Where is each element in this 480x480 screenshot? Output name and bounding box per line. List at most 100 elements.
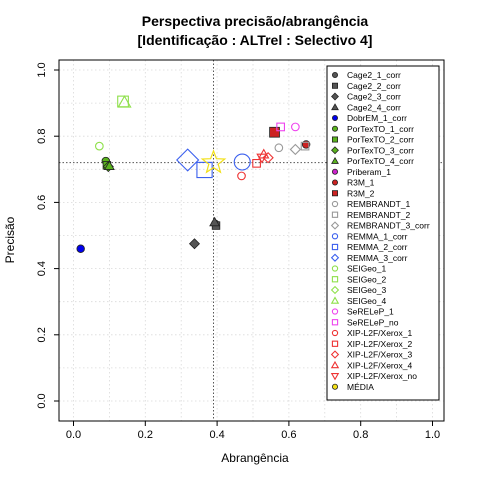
y-axis-label: Precisão — [3, 216, 17, 263]
legend-label-27: XIP-L2F/Xerox_4 — [347, 360, 412, 370]
legend-label-17: REMMA_3_corr — [347, 253, 408, 263]
data-point-4-0 — [76, 244, 85, 253]
legend-marker-9 — [331, 168, 338, 175]
data-points — [76, 95, 311, 253]
legend-marker-21 — [330, 296, 340, 304]
x-tick-label-4: 0.8 — [353, 429, 368, 441]
y-tick-label-0: 0.0 — [36, 393, 48, 408]
legend-label-21: SEIGeo_4 — [347, 296, 386, 306]
x-tick-label-3: 0.6 — [281, 429, 296, 441]
data-point-2-0 — [188, 238, 200, 250]
legend-label-3: Cage2_4_corr — [347, 102, 401, 112]
legend-marker-0 — [331, 72, 338, 79]
legend-label-16: REMMA_2_corr — [347, 242, 408, 252]
legend-marker-17 — [330, 253, 340, 262]
legend-label-10: R3M_1 — [347, 178, 375, 188]
legend-marker-8 — [331, 156, 339, 164]
legend-marker-3 — [331, 103, 339, 111]
legend-marker-10 — [331, 179, 338, 186]
data-point-22-0 — [291, 122, 300, 132]
data-point-21-0 — [117, 95, 132, 108]
data-point-14-0 — [289, 143, 302, 156]
legend-marker-7 — [331, 146, 339, 155]
legend-label-0: Cage2_1_corr — [347, 70, 401, 80]
legend-label-2: Cage2_3_corr — [347, 92, 401, 102]
legend-marker-29 — [331, 383, 338, 390]
legend-marker-24 — [331, 329, 339, 337]
legend-label-1: Cage2_2_corr — [347, 81, 401, 91]
y-tick-label-5: 1.0 — [36, 62, 48, 77]
legend-label-6: PorTexTO_2_corr — [347, 135, 414, 145]
legend-label-13: REMBRANDT_2 — [347, 210, 411, 220]
x-axis-ticks: 0.0 0.2 0.4 0.6 0.8 1.0 — [66, 421, 440, 441]
legend-marker-4 — [331, 115, 338, 122]
legend-marker-16 — [331, 243, 339, 251]
x-axis-label: Abrangência — [221, 451, 289, 465]
y-tick-label-3: 0.6 — [36, 195, 48, 210]
data-point-23-0 — [276, 122, 285, 132]
data-point-11-0 — [269, 126, 280, 138]
legend-marker-6 — [331, 136, 338, 143]
legend-label-7: PorTexTO_3_corr — [347, 145, 414, 155]
data-point-26-0 — [262, 151, 274, 164]
legend-label-29: MÉDIA — [347, 382, 374, 392]
plot-frame — [58, 59, 445, 422]
legend-marker-14 — [330, 221, 340, 230]
legend-label-5: PorTexTO_1_corr — [347, 124, 414, 134]
data-point-15-0 — [233, 153, 251, 171]
legend-label-19: SEIGeo_2 — [347, 274, 386, 284]
data-point-12-0 — [274, 143, 284, 153]
x-tick-label-5: 1.0 — [425, 429, 440, 441]
data-point-17-0 — [176, 148, 200, 172]
legend-marker-5 — [331, 125, 338, 132]
data-point-16-0 — [196, 161, 213, 179]
legend-marker-2 — [331, 92, 339, 101]
legend-marker-23 — [331, 319, 339, 326]
data-point-24-0 — [237, 171, 246, 181]
legend-marker-20 — [330, 285, 340, 295]
legend-label-4: DobrEM_1_corr — [347, 113, 407, 123]
legend-label-20: SEIGeo_3 — [347, 285, 386, 295]
x-tick-label-0: 0.0 — [66, 429, 81, 441]
legend-marker-27 — [330, 360, 340, 369]
legend-label-9: Priberam_1 — [347, 167, 391, 177]
legend-marker-11 — [331, 190, 338, 197]
legend-label-26: XIP-L2F/Xerox_3 — [347, 350, 412, 360]
legend-marker-19 — [331, 276, 339, 283]
legend-label-24: XIP-L2F/Xerox_1 — [347, 328, 412, 338]
legend-marker-28 — [330, 373, 340, 381]
y-axis-ticks: 0.0 0.2 0.4 0.6 0.8 1.0 — [36, 62, 59, 409]
legend-label-25: XIP-L2F/Xerox_2 — [347, 339, 412, 349]
legend-label-11: R3M_2 — [347, 188, 375, 198]
y-tick-label-2: 0.4 — [36, 261, 48, 276]
x-tick-label-2: 0.4 — [209, 429, 224, 441]
legend-marker-22 — [331, 308, 339, 315]
legend-label-23: SeRELeP_no — [347, 317, 399, 327]
data-point-25-0 — [252, 158, 261, 168]
y-tick-label-4: 0.8 — [36, 129, 48, 144]
x-tick-label-1: 0.2 — [138, 429, 153, 441]
legend-label-14: REMBRANDT_3_corr — [347, 221, 430, 231]
data-point-28-0 — [256, 153, 268, 164]
chart-subtitle: [Identificação : ALTrel : Selectivo 4] — [138, 32, 373, 48]
legend-marker-26 — [330, 350, 340, 359]
legend-label-12: REMBRANDT_1 — [347, 199, 411, 209]
data-point-8-0 — [103, 160, 115, 170]
legend-marker-18 — [331, 265, 339, 272]
y-tick-label-1: 0.2 — [36, 327, 48, 342]
reference-lines — [59, 60, 444, 421]
legend-marker-25 — [331, 340, 339, 347]
legend-marker-12 — [331, 200, 339, 208]
legend-box — [326, 65, 440, 401]
legend-marker-13 — [331, 211, 339, 218]
legend-label-22: SeRELeP_1 — [347, 307, 394, 317]
data-point-18-0 — [94, 141, 104, 151]
data-point-3-0 — [209, 216, 221, 227]
legend-label-15: REMMA_1_corr — [347, 231, 408, 241]
data-point-extra-0 — [200, 149, 227, 174]
data-point-13-0 — [300, 141, 310, 151]
legend-label-18: SEIGeo_1 — [347, 264, 386, 274]
legend-label-8: PorTexTO_4_corr — [347, 156, 414, 166]
chart-title: Perspectiva precisão/abrangência — [142, 13, 369, 29]
legend-marker-1 — [331, 82, 338, 89]
